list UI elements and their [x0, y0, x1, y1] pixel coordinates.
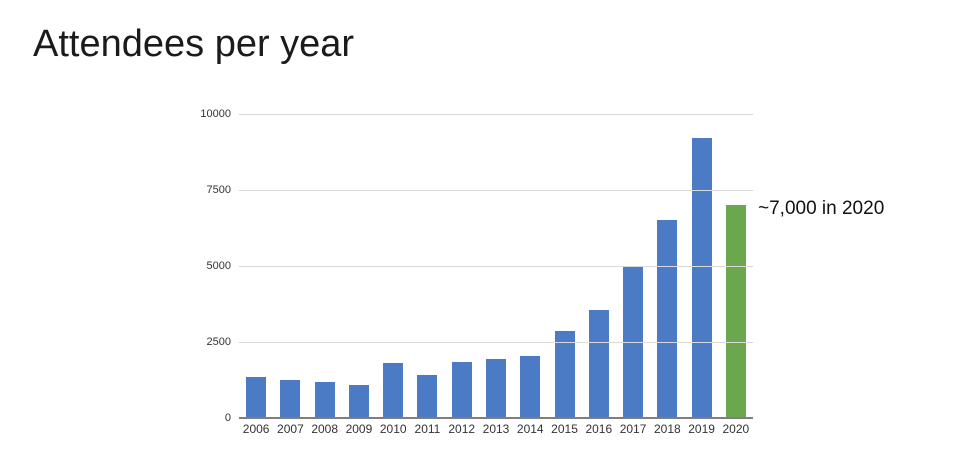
- x-axis-label-2007: 2007: [277, 422, 304, 436]
- bar-2020: [725, 205, 746, 418]
- x-axis-label-2008: 2008: [311, 422, 339, 436]
- x-axis-label-2013: 2013: [482, 422, 510, 436]
- page-title: Attendees per year: [33, 23, 355, 65]
- x-axis-label-2018: 2018: [653, 422, 681, 436]
- bar-slot-2012: 2012: [445, 114, 479, 435]
- bar-2016: [588, 310, 609, 418]
- bar-2013: [485, 358, 506, 418]
- bar-slot-2015: 2015: [547, 114, 581, 435]
- x-axis-label-2017: 2017: [619, 422, 647, 436]
- x-axis-label-2006: 2006: [242, 422, 270, 436]
- y-axis-label-10000: 10000: [200, 108, 231, 120]
- plot-area: 2006 2007 2008 2009 2010 2011 2012 2013 2014 2015…: [200, 109, 753, 435]
- bar-slot-2011: 2011: [410, 114, 444, 435]
- bar-2011: [417, 375, 438, 418]
- x-axis-label-2011: 2011: [414, 422, 441, 436]
- bar-2007: [280, 380, 301, 418]
- bar-slot-2006: 2006: [239, 114, 273, 435]
- bar-slot-2020: 2020: [719, 114, 753, 435]
- x-axis-label-2019: 2019: [688, 422, 715, 436]
- y-axis-label-7500: 7500: [206, 184, 231, 196]
- gridline-7500: [239, 190, 753, 191]
- bar-slot-2013: 2013: [479, 114, 513, 435]
- x-axis-label-2015: 2015: [551, 422, 578, 436]
- bar-slot-2018: 2018: [650, 114, 684, 435]
- gridline-5000: [239, 266, 753, 267]
- bar-slot-2014: 2014: [513, 114, 547, 435]
- bar-slot-2019: 2019: [684, 114, 718, 435]
- bar-2008: [314, 381, 335, 418]
- x-axis-label-2016: 2016: [585, 422, 613, 436]
- x-axis-label-2014: 2014: [516, 422, 544, 436]
- x-axis-label-2009: 2009: [345, 422, 373, 436]
- bar-2012: [451, 361, 472, 418]
- x-axis-line: [239, 417, 753, 419]
- x-axis-label-2012: 2012: [448, 422, 476, 436]
- gridline-2500: [239, 342, 753, 343]
- bar-2019: [691, 138, 712, 418]
- x-axis-label-2020: 2020: [722, 422, 750, 436]
- y-axis-label-0: 0: [224, 412, 231, 424]
- bar-series: 2006 2007 2008 2009 2010 2011 2012 2013 2014 2015…: [239, 114, 753, 435]
- y-axis-label-2500: 2500: [206, 336, 231, 348]
- x-axis-label-2010: 2010: [379, 422, 407, 436]
- bar-2006: [246, 376, 267, 418]
- bar-2014: [520, 355, 541, 418]
- bar-slot-2009: 2009: [342, 114, 376, 435]
- bar-2015: [554, 331, 575, 418]
- y-axis-label-5000: 5000: [206, 260, 231, 272]
- bar-2018: [657, 220, 678, 418]
- gridline-10000: [239, 114, 753, 115]
- bar-2010: [383, 363, 404, 418]
- bar-slot-2007: 2007: [273, 114, 307, 435]
- bar-2009: [348, 384, 369, 418]
- bar-slot-2008: 2008: [308, 114, 342, 435]
- bar-slot-2016: 2016: [582, 114, 616, 435]
- value-annotation: ~7,000 in 2020: [758, 198, 885, 219]
- bar-slot-2010: 2010: [376, 114, 410, 435]
